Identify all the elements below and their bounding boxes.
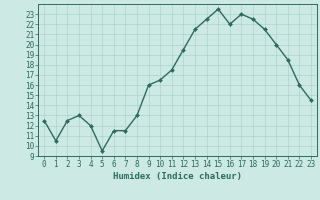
X-axis label: Humidex (Indice chaleur): Humidex (Indice chaleur) [113,172,242,181]
